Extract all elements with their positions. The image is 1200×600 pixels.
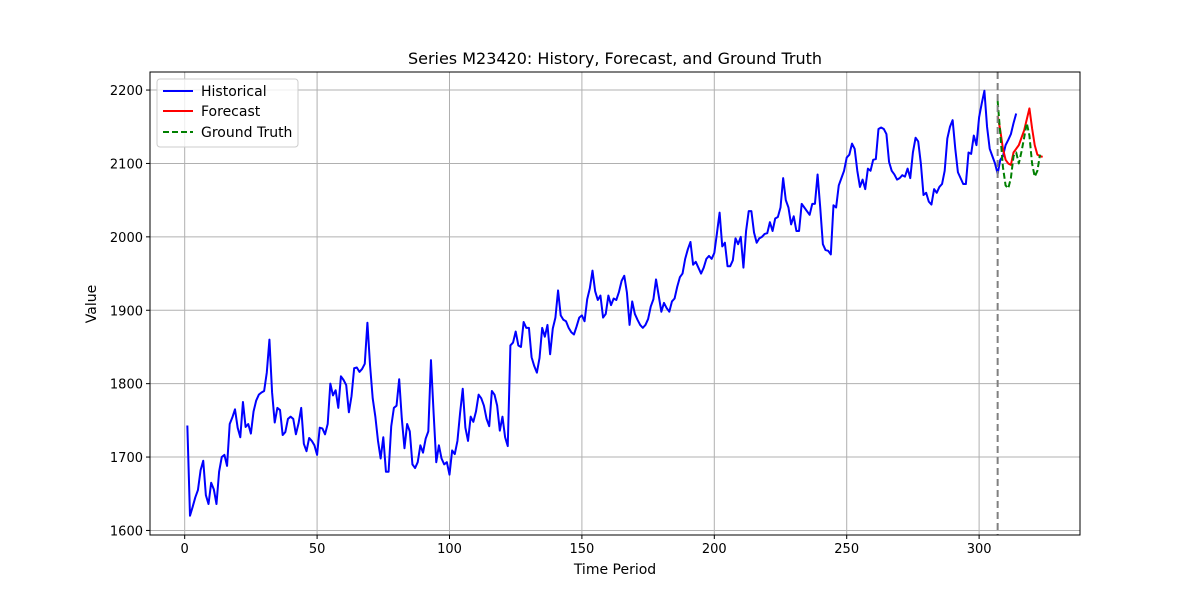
legend: Historical Forecast Ground Truth <box>156 78 299 148</box>
series-line-forecast <box>996 107 1043 166</box>
x-tick-label: 0 <box>181 542 189 557</box>
plot-frame <box>149 71 1081 536</box>
grid <box>150 72 1080 535</box>
x-tick-label: 200 <box>702 542 727 557</box>
series-line-historical <box>186 89 1018 517</box>
x-tick-label: 250 <box>834 542 859 557</box>
y-tick-label: 1600 <box>110 524 143 539</box>
x-tick-label: 50 <box>309 542 326 557</box>
y-tick-label: 1900 <box>110 304 143 319</box>
y-tick-label: 2100 <box>110 157 143 172</box>
x-tick-label: 300 <box>967 542 992 557</box>
series-line-ground-truth <box>996 100 1041 190</box>
y-tick-label: 1700 <box>110 451 143 466</box>
y-tick-label: 2200 <box>110 84 143 99</box>
y-tick-label: 2000 <box>110 231 143 246</box>
legend-label-historical: Historical <box>201 84 267 100</box>
x-tick-label: 100 <box>437 542 462 557</box>
y-axis-label: Value <box>84 285 100 323</box>
plot-area <box>186 89 1043 517</box>
legend-box <box>156 78 299 148</box>
x-axis-label: Time Period <box>573 562 656 578</box>
chart-title: Series M23420: History, Forecast, and Gr… <box>408 49 822 68</box>
axis-ticks: 0 50 100 150 200 250 300 1600 1700 1800 1900 2000 21… <box>110 84 992 557</box>
legend-label-ground-truth: Ground Truth <box>201 125 292 141</box>
legend-label-forecast: Forecast <box>201 104 261 120</box>
x-tick-label: 150 <box>569 542 594 557</box>
y-tick-label: 1800 <box>110 378 143 393</box>
